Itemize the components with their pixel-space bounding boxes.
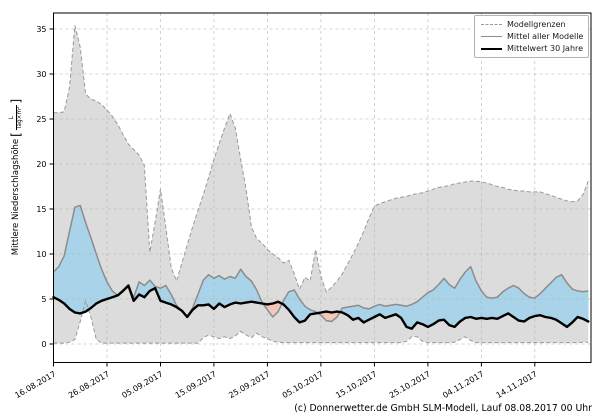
copyright-caption: (c) Donnerwetter.de GmbH SLM-Modell, Lau…	[294, 403, 592, 414]
y-tick-label: 35	[36, 25, 46, 34]
y-axis-unit-fraction: L Tag×m²	[8, 105, 24, 131]
y-axis-unit-bracket-close: ]	[9, 98, 23, 104]
lower-model-bound-line	[53, 299, 589, 344]
climate-mean-line	[52, 284, 590, 330]
x-tick-label: 05.10.2017	[281, 369, 325, 400]
y-tick-label: 25	[36, 115, 46, 124]
model-range-band	[53, 25, 589, 344]
legend-item-mittel-aller-modelle: Mittel aller Modelle	[481, 32, 584, 41]
model-mean-line	[52, 204, 589, 323]
x-tick-label: 15.09.2017	[174, 369, 218, 400]
y-axis-unit-denominator: Tag×m²	[15, 105, 24, 131]
x-tick-label: 04.11.2017	[441, 369, 485, 400]
y-axis-unit-bracket-open: [	[9, 132, 23, 137]
black-line-icon	[481, 47, 502, 50]
legend-label: Mittelwert 30 Jahre	[507, 44, 584, 53]
y-axis-label-text: Mittlere Niederschlagshöhe	[11, 138, 21, 256]
x-tick-label: 25.09.2017	[227, 369, 271, 400]
y-tick-label: 15	[36, 205, 46, 214]
legend-label: Modellgrenzen	[507, 20, 566, 29]
gray-line-icon	[481, 36, 502, 37]
x-tick-label: 05.09.2017	[120, 369, 164, 400]
x-tick-label: 16.08.2017	[13, 369, 57, 400]
y-tick-label: 0	[41, 340, 46, 349]
fill-mean-above-climate	[53, 205, 589, 329]
y-axis-unit-numerator: L	[8, 116, 15, 120]
x-tick-label: 14.11.2017	[495, 369, 539, 400]
y-tick-label: 10	[36, 250, 46, 259]
y-axis-label: Mittlere Niederschlagshöhe [ L Tag×m² ]	[4, 12, 28, 342]
legend-label: Mittel aller Modelle	[507, 32, 584, 41]
x-tick-label: 25.10.2017	[388, 369, 432, 400]
chart-legend: Modellgrenzen Mittel aller Modelle Mitte…	[474, 15, 589, 58]
legend-item-mittelwert-30-jahre: Mittelwert 30 Jahre	[481, 44, 584, 53]
dashed-line-icon	[481, 24, 502, 25]
x-tick-label: 26.08.2017	[67, 369, 111, 400]
y-tick-label: 20	[36, 160, 46, 169]
y-tick-label: 30	[36, 70, 46, 79]
x-tick-label: 15.10.2017	[334, 369, 378, 400]
legend-item-modellgrenzen: Modellgrenzen	[481, 20, 582, 29]
upper-model-bound-line	[53, 25, 589, 293]
y-tick-label: 5	[41, 295, 46, 304]
plot-frame	[53, 12, 592, 363]
